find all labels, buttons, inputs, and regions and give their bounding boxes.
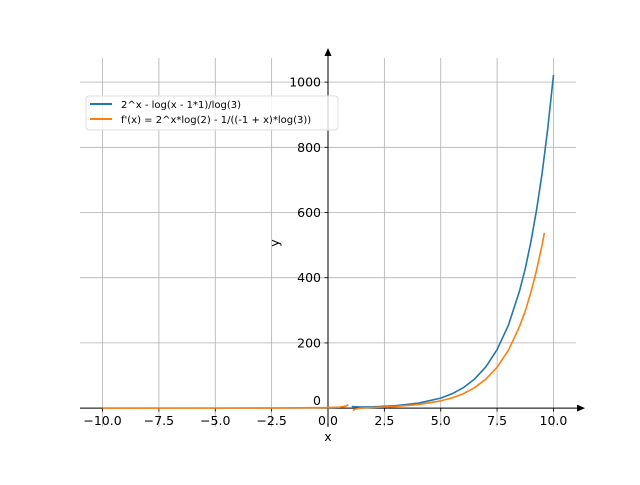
series-lines bbox=[102, 74, 555, 412]
series-line-0 bbox=[351, 74, 555, 408]
x-tick-label: −2.5 bbox=[256, 413, 286, 428]
y-tick-label: 800 bbox=[297, 140, 321, 155]
y-tick-label: 0 bbox=[313, 393, 321, 408]
y-tick-label: 400 bbox=[297, 270, 321, 285]
x-tick-label: 5.0 bbox=[431, 413, 451, 428]
x-tick-label: −5.0 bbox=[200, 413, 230, 428]
x-axis-arrow bbox=[577, 404, 585, 412]
tick-labels: −10.0 −7.5 −5.0 −2.5 0.0 2.5 5.0 7.5 10.0 0 200 400… bbox=[83, 75, 567, 428]
x-tick-label: −7.5 bbox=[144, 413, 174, 428]
x-tick-label: 10.0 bbox=[540, 413, 568, 428]
series-line-1 bbox=[352, 232, 546, 412]
legend-label-0: 2^x - log(x - 1*1)/log(3) bbox=[121, 100, 241, 111]
y-axis-arrow bbox=[324, 48, 332, 56]
series-line-1 bbox=[102, 404, 349, 409]
y-tick-label: 1000 bbox=[289, 75, 321, 90]
x-tick-label: 2.5 bbox=[374, 413, 394, 428]
x-tick-label: 7.5 bbox=[487, 413, 507, 428]
legend-frame bbox=[85, 95, 339, 131]
x-axis-label: x bbox=[324, 429, 331, 444]
y-tick-label: 600 bbox=[297, 205, 321, 220]
y-tick-label: 200 bbox=[297, 335, 321, 350]
y-axis-label: y bbox=[267, 239, 282, 247]
x-tick-label: −10.0 bbox=[83, 413, 121, 428]
x-tick-label: 0.0 bbox=[318, 413, 338, 428]
legend-label-1: f'(x) = 2^x*log(2) - 1/((-1 + x)*log(3)) bbox=[121, 115, 311, 126]
legend: 2^x - log(x - 1*1)/log(3) f'(x) = 2^x*lo… bbox=[85, 95, 339, 131]
